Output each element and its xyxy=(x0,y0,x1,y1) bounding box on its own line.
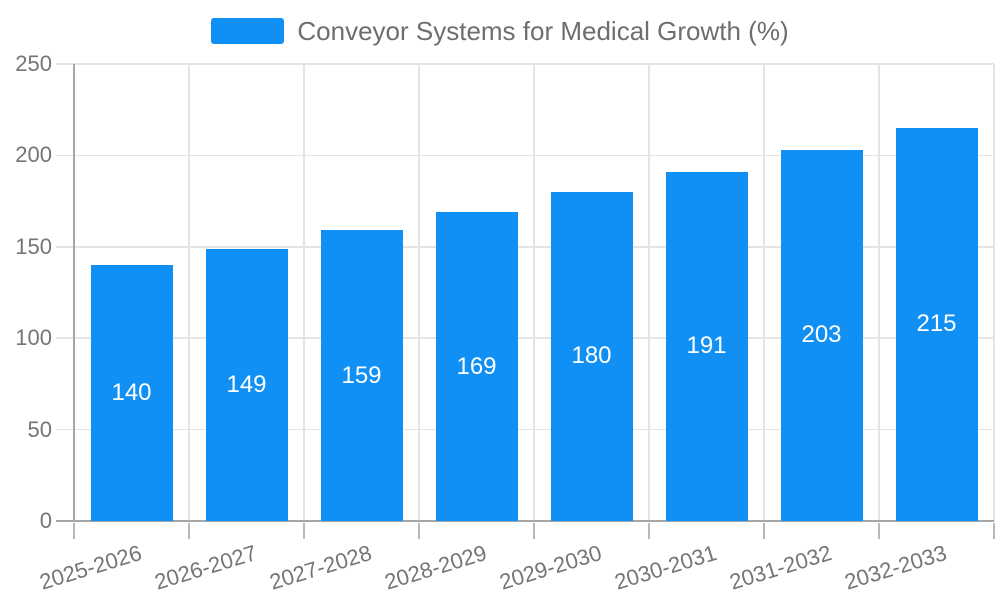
y-axis-tick-label: 100 xyxy=(15,325,52,351)
x-axis-tick-label: 2031-2032 xyxy=(726,540,835,595)
gridline-vertical xyxy=(188,64,190,521)
gridline-vertical xyxy=(993,64,995,521)
bar[interactable] xyxy=(435,212,518,521)
x-tick xyxy=(188,523,190,539)
x-tick xyxy=(878,523,880,539)
x-axis-tick-label: 2027-2028 xyxy=(266,540,375,595)
gridline-vertical xyxy=(763,64,765,521)
bar-value-label: 203 xyxy=(801,321,842,349)
x-tick xyxy=(993,523,995,539)
x-tick xyxy=(73,523,75,539)
gridline-vertical xyxy=(648,64,650,521)
gridline-horizontal xyxy=(56,246,994,248)
gridline-horizontal xyxy=(56,428,994,431)
y-axis-tick-label: 150 xyxy=(15,233,52,259)
gridline-horizontal xyxy=(56,63,994,65)
bar[interactable] xyxy=(90,265,173,521)
y-axis-tick-label: 200 xyxy=(15,142,52,168)
x-axis-tick-label: 2026-2027 xyxy=(151,540,260,595)
bar[interactable] xyxy=(665,171,748,521)
bar-value-label: 159 xyxy=(341,361,382,389)
gridline-vertical xyxy=(878,64,880,521)
bar-value-label: 169 xyxy=(456,352,497,380)
x-axis-tick-label: 2032-2033 xyxy=(841,540,950,595)
bar[interactable] xyxy=(320,230,403,521)
bar-value-label: 149 xyxy=(226,370,267,398)
x-tick xyxy=(763,523,765,539)
bar[interactable] xyxy=(895,127,978,521)
y-axis-tick-label: 250 xyxy=(15,51,52,76)
bar-value-label: 215 xyxy=(916,310,957,338)
bar[interactable] xyxy=(780,149,863,521)
gridline-horizontal xyxy=(56,337,994,339)
legend-swatch xyxy=(211,18,285,44)
gridline-vertical xyxy=(533,64,535,521)
x-tick xyxy=(648,523,650,539)
bar[interactable] xyxy=(550,191,633,521)
x-axis-tick-label: 2025-2026 xyxy=(36,540,145,595)
x-tick xyxy=(303,523,305,539)
gridline-vertical xyxy=(418,64,420,521)
x-tick xyxy=(533,523,535,539)
x-axis-tick-label: 2028-2029 xyxy=(381,540,490,595)
x-axis-line xyxy=(56,519,994,522)
legend-label: Conveyor Systems for Medical Growth (%) xyxy=(297,16,789,46)
y-axis-tick-label: 0 xyxy=(39,508,52,533)
gridline-vertical xyxy=(303,64,305,521)
gridline-horizontal xyxy=(56,154,994,157)
bar-value-label: 191 xyxy=(686,332,727,360)
bar-value-label: 140 xyxy=(111,379,152,407)
x-tick xyxy=(418,523,420,539)
y-axis-tick-label: 50 xyxy=(27,416,52,442)
y-axis-line xyxy=(73,64,75,521)
x-axis-tick-label: 2029-2030 xyxy=(496,540,605,595)
x-axis-tick-label: 2030-2031 xyxy=(611,540,720,595)
bar-value-label: 180 xyxy=(571,342,612,370)
bar[interactable] xyxy=(205,248,288,521)
legend-item[interactable]: Conveyor Systems for Medical Growth (%) xyxy=(0,17,1000,45)
